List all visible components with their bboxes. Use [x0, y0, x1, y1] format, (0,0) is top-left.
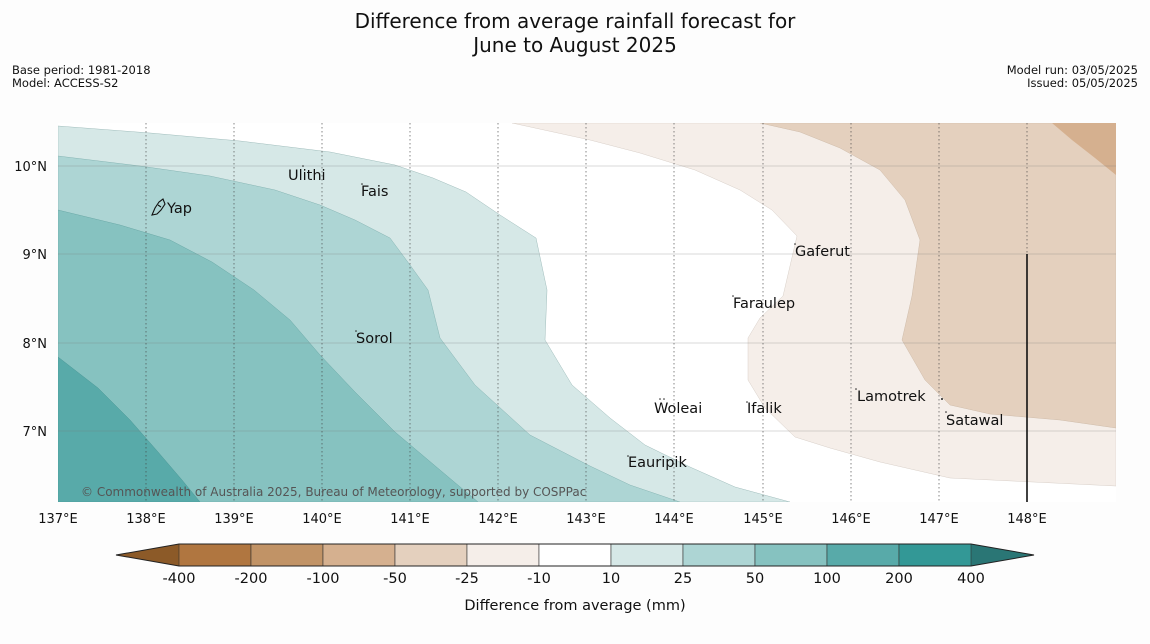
- model-run: Model run: 03/05/2025: [1006, 63, 1138, 77]
- lon-label-147e: 147°E: [919, 512, 959, 527]
- lon-label-145e: 145°E: [743, 512, 783, 527]
- lon-label-143e: 143°E: [566, 512, 606, 527]
- title-line-1: Difference from average rainfall forecas…: [354, 9, 796, 33]
- model-name: Model: ACCESS-S2: [12, 76, 119, 90]
- colorbar-tick-label: -10: [527, 571, 551, 587]
- colorbar-cell: [898, 543, 972, 567]
- lat-label-9n: 9°N: [23, 248, 48, 263]
- colorbar-tick-label: 400: [957, 571, 985, 587]
- colorbar-cell: [394, 543, 468, 567]
- title-line-2: June to August 2025: [473, 33, 677, 57]
- label-sorol: Sorol: [356, 331, 393, 347]
- label-eauripik: Eauripik: [628, 455, 687, 471]
- colorbar-tick-label: 100: [813, 571, 841, 587]
- lon-label-148e: 148°E: [1007, 512, 1047, 527]
- label-yap: Yap: [166, 201, 192, 217]
- colorbar-cell: [682, 543, 756, 567]
- colorbar-cell: [322, 543, 396, 567]
- label-woleai: Woleai: [654, 401, 702, 417]
- meta-right: Model run: 03/05/2025 Issued: 05/05/2025: [1007, 64, 1138, 90]
- zone-minus-50-to-100: [1052, 123, 1116, 175]
- colorbar-cell: [754, 543, 828, 567]
- colorbar-tick-label: -100: [307, 571, 340, 587]
- lon-label-142e: 142°E: [478, 512, 518, 527]
- colorbar-outline: [115, 543, 1035, 567]
- lon-label-144e: 144°E: [654, 512, 694, 527]
- copyright-notice: © Commonwealth of Australia 2025, Bureau…: [81, 485, 586, 499]
- lat-label-10n: 10°N: [14, 160, 47, 175]
- colorbar-label: Difference from average (mm): [464, 598, 685, 614]
- colorbar-tick-label: -25: [455, 571, 479, 587]
- colorbar-tick-label: -200: [235, 571, 268, 587]
- island-dots: [302, 165, 947, 457]
- map-panel: Yap Ulithi Fais Sorol Gaferut Faraulep W…: [58, 123, 1116, 502]
- colorbar-cell: [178, 543, 252, 567]
- colorbar-cell: [538, 543, 612, 567]
- lon-label-146e: 146°E: [831, 512, 871, 527]
- colorbar-cell: [466, 543, 540, 567]
- issued-date: Issued: 05/05/2025: [1027, 76, 1138, 90]
- lon-label-140e: 140°E: [302, 512, 342, 527]
- lon-label-141e: 141°E: [390, 512, 430, 527]
- zone-100-to-200: [58, 356, 201, 502]
- colorbar-tick-label: 200: [885, 571, 913, 587]
- label-gaferut: Gaferut: [795, 244, 850, 260]
- colorbar-cell: [826, 543, 900, 567]
- latitude-labels: 10°N 9°N 8°N 7°N: [14, 160, 47, 440]
- zone-50-to-100: [58, 209, 479, 502]
- label-fais: Fais: [361, 184, 388, 200]
- label-ifalik: Ifalik: [747, 401, 782, 417]
- lat-label-7n: 7°N: [23, 425, 48, 440]
- label-satawal: Satawal: [946, 413, 1003, 429]
- colorbar-tick-label: 50: [746, 571, 764, 587]
- map-title: Difference from average rainfall forecas…: [0, 9, 1150, 57]
- colorbar-cell: [250, 543, 324, 567]
- label-lamotrek: Lamotrek: [857, 389, 926, 405]
- yap-island-shape: [151, 198, 166, 216]
- colorbar-tick-label: -50: [383, 571, 407, 587]
- lon-label-138e: 138°E: [126, 512, 166, 527]
- colorbar-tick-label: -400: [163, 571, 196, 587]
- base-period: Base period: 1981-2018: [12, 63, 151, 77]
- label-ulithi: Ulithi: [288, 168, 326, 184]
- colorbar-tick-label: 10: [602, 571, 620, 587]
- colorbar-tick-label: 25: [674, 571, 692, 587]
- meta-left: Base period: 1981-2018 Model: ACCESS-S2: [12, 64, 151, 90]
- colorbar: -400 -200 -100 -50 -25 -10 10 25 50 100 200 400 Dif…: [115, 543, 1035, 614]
- lat-label-8n: 8°N: [23, 337, 48, 352]
- longitude-labels: 137°E 138°E 139°E 140°E 141°E 142°E 143°…: [38, 512, 1047, 527]
- colorbar-cell: [610, 543, 684, 567]
- colorbar-arrow-low: [116, 544, 179, 566]
- lon-label-137e: 137°E: [38, 512, 78, 527]
- label-faraulep: Faraulep: [733, 296, 795, 312]
- lon-label-139e: 139°E: [214, 512, 254, 527]
- colorbar-arrow-high: [971, 544, 1034, 566]
